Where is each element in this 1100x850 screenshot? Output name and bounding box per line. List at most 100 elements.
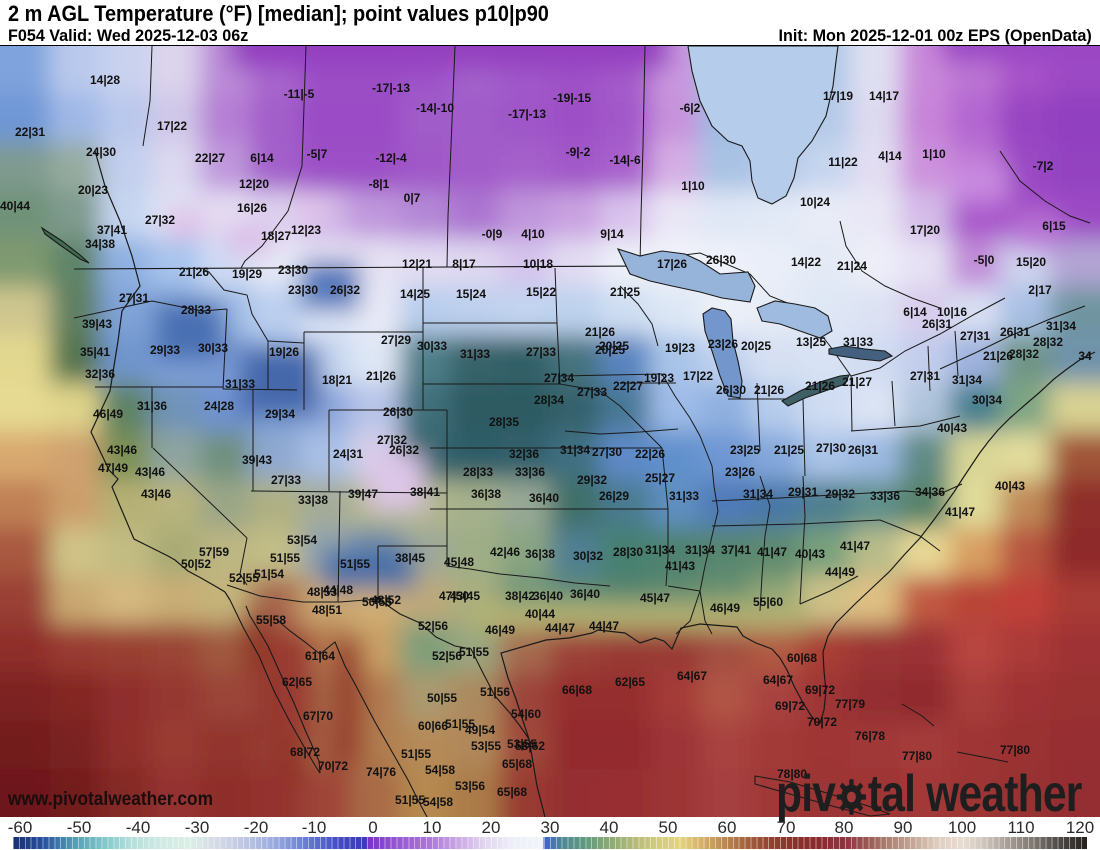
svg-text:27|33: 27|33 [526, 345, 556, 359]
svg-text:0|7: 0|7 [404, 191, 421, 205]
svg-text:27|31: 27|31 [119, 291, 149, 305]
svg-text:29|32: 29|32 [825, 487, 855, 501]
svg-text:19|26: 19|26 [269, 345, 299, 359]
svg-text:31|33: 31|33 [460, 347, 490, 361]
svg-text:51|55: 51|55 [401, 747, 431, 761]
svg-text:52|56: 52|56 [432, 649, 462, 663]
svg-text:52|55: 52|55 [229, 571, 259, 585]
svg-text:tal weather: tal weather [868, 769, 1082, 823]
svg-text:1|10: 1|10 [681, 179, 705, 193]
svg-text:28|34: 28|34 [534, 393, 564, 407]
svg-text:69|72: 69|72 [775, 699, 805, 713]
svg-text:51|55: 51|55 [459, 645, 489, 659]
svg-text:54|60: 54|60 [511, 707, 541, 721]
svg-text:24|28: 24|28 [204, 399, 234, 413]
svg-text:38|45: 38|45 [395, 551, 425, 565]
svg-text:37|41: 37|41 [97, 223, 127, 237]
svg-text:23|25: 23|25 [730, 443, 760, 457]
svg-text:9|14: 9|14 [600, 227, 624, 241]
svg-text:40|44: 40|44 [525, 607, 555, 621]
svg-text:4|10: 4|10 [521, 227, 545, 241]
svg-text:43|46: 43|46 [107, 443, 137, 457]
svg-text:60|68: 60|68 [787, 651, 817, 665]
svg-text:36|38: 36|38 [525, 547, 555, 561]
svg-text:70|72: 70|72 [807, 715, 837, 729]
svg-text:28|30: 28|30 [613, 545, 643, 559]
svg-text:41|47: 41|47 [757, 545, 787, 559]
svg-text:28|35: 28|35 [489, 415, 519, 429]
svg-text:40|43: 40|43 [795, 547, 825, 561]
svg-text:69|72: 69|72 [805, 683, 835, 697]
svg-text:6|14: 6|14 [250, 151, 274, 165]
svg-text:12|21: 12|21 [402, 257, 432, 271]
svg-text:38|42: 38|42 [505, 589, 535, 603]
svg-text:-14|-10: -14|-10 [416, 101, 454, 115]
svg-text:54|58: 54|58 [423, 795, 453, 809]
svg-text:70|72: 70|72 [318, 759, 348, 773]
svg-text:48|51: 48|51 [312, 603, 342, 617]
svg-text:12|23: 12|23 [291, 223, 321, 237]
svg-text:6|15: 6|15 [1042, 219, 1066, 233]
svg-text:77|79: 77|79 [835, 697, 865, 711]
svg-text:-11|-5: -11|-5 [284, 87, 315, 101]
svg-text:34: 34 [1078, 349, 1092, 363]
svg-text:64|67: 64|67 [677, 669, 707, 683]
svg-text:40|43: 40|43 [937, 421, 967, 435]
svg-text:44|49: 44|49 [825, 565, 855, 579]
svg-text:28|33: 28|33 [463, 465, 493, 479]
svg-text:51|54: 51|54 [254, 567, 284, 581]
svg-text:31|34: 31|34 [952, 373, 982, 387]
svg-text:1|10: 1|10 [922, 147, 946, 161]
svg-text:51|55: 51|55 [445, 717, 475, 731]
svg-text:16|26: 16|26 [237, 201, 267, 215]
svg-text:-8|1: -8|1 [369, 177, 390, 191]
svg-text:31|33: 31|33 [669, 489, 699, 503]
svg-text:21|26: 21|26 [983, 349, 1013, 363]
svg-text:-5|0: -5|0 [974, 253, 995, 267]
svg-text:33|36: 33|36 [515, 465, 545, 479]
svg-text:21|26: 21|26 [179, 265, 209, 279]
svg-text:26|30: 26|30 [706, 253, 736, 267]
svg-text:6|14: 6|14 [903, 305, 927, 319]
svg-text:14|25: 14|25 [400, 287, 430, 301]
svg-text:49|54: 49|54 [465, 723, 495, 737]
svg-text:10|16: 10|16 [937, 305, 967, 319]
svg-text:64|67: 64|67 [763, 673, 793, 687]
svg-text:31|34: 31|34 [560, 443, 590, 457]
svg-text:48|52: 48|52 [371, 593, 401, 607]
svg-text:20|25: 20|25 [599, 339, 629, 353]
svg-text:78|80: 78|80 [777, 767, 807, 781]
svg-text:26|31: 26|31 [848, 443, 878, 457]
svg-text:14|17: 14|17 [869, 89, 899, 103]
svg-text:30|33: 30|33 [198, 341, 228, 355]
svg-text:17|20: 17|20 [910, 223, 940, 237]
svg-text:40|43: 40|43 [995, 479, 1025, 493]
svg-text:28|32: 28|32 [1009, 347, 1039, 361]
svg-text:26|29: 26|29 [599, 489, 629, 503]
svg-text:26|31: 26|31 [922, 317, 952, 331]
svg-text:36|38: 36|38 [471, 487, 501, 501]
svg-text:-5|7: -5|7 [307, 147, 328, 161]
svg-text:20|25: 20|25 [595, 343, 625, 357]
svg-text:74|76: 74|76 [366, 765, 396, 779]
svg-text:-7|2: -7|2 [1033, 159, 1054, 173]
svg-text:-0|9: -0|9 [482, 227, 503, 241]
svg-text:31|34: 31|34 [743, 487, 773, 501]
svg-text:53|55: 53|55 [471, 739, 501, 753]
svg-text:62|65: 62|65 [615, 675, 645, 689]
svg-text:21|25: 21|25 [774, 443, 804, 457]
svg-text:11|22: 11|22 [828, 155, 858, 169]
svg-text:50|55: 50|55 [362, 595, 392, 609]
svg-text:27|33: 27|33 [271, 473, 301, 487]
svg-text:20|23: 20|23 [78, 183, 108, 197]
svg-text:15|22: 15|22 [526, 285, 556, 299]
svg-text:18|27: 18|27 [261, 229, 291, 243]
svg-text:47|50: 47|50 [439, 589, 469, 603]
svg-text:31|34: 31|34 [645, 543, 675, 557]
svg-text:44|48: 44|48 [323, 583, 353, 597]
svg-text:17|26: 17|26 [657, 257, 687, 271]
svg-text:-14|-6: -14|-6 [609, 153, 641, 167]
svg-text:piv: piv [776, 769, 836, 823]
svg-text:53|55: 53|55 [507, 737, 537, 751]
svg-text:29|33: 29|33 [150, 343, 180, 357]
